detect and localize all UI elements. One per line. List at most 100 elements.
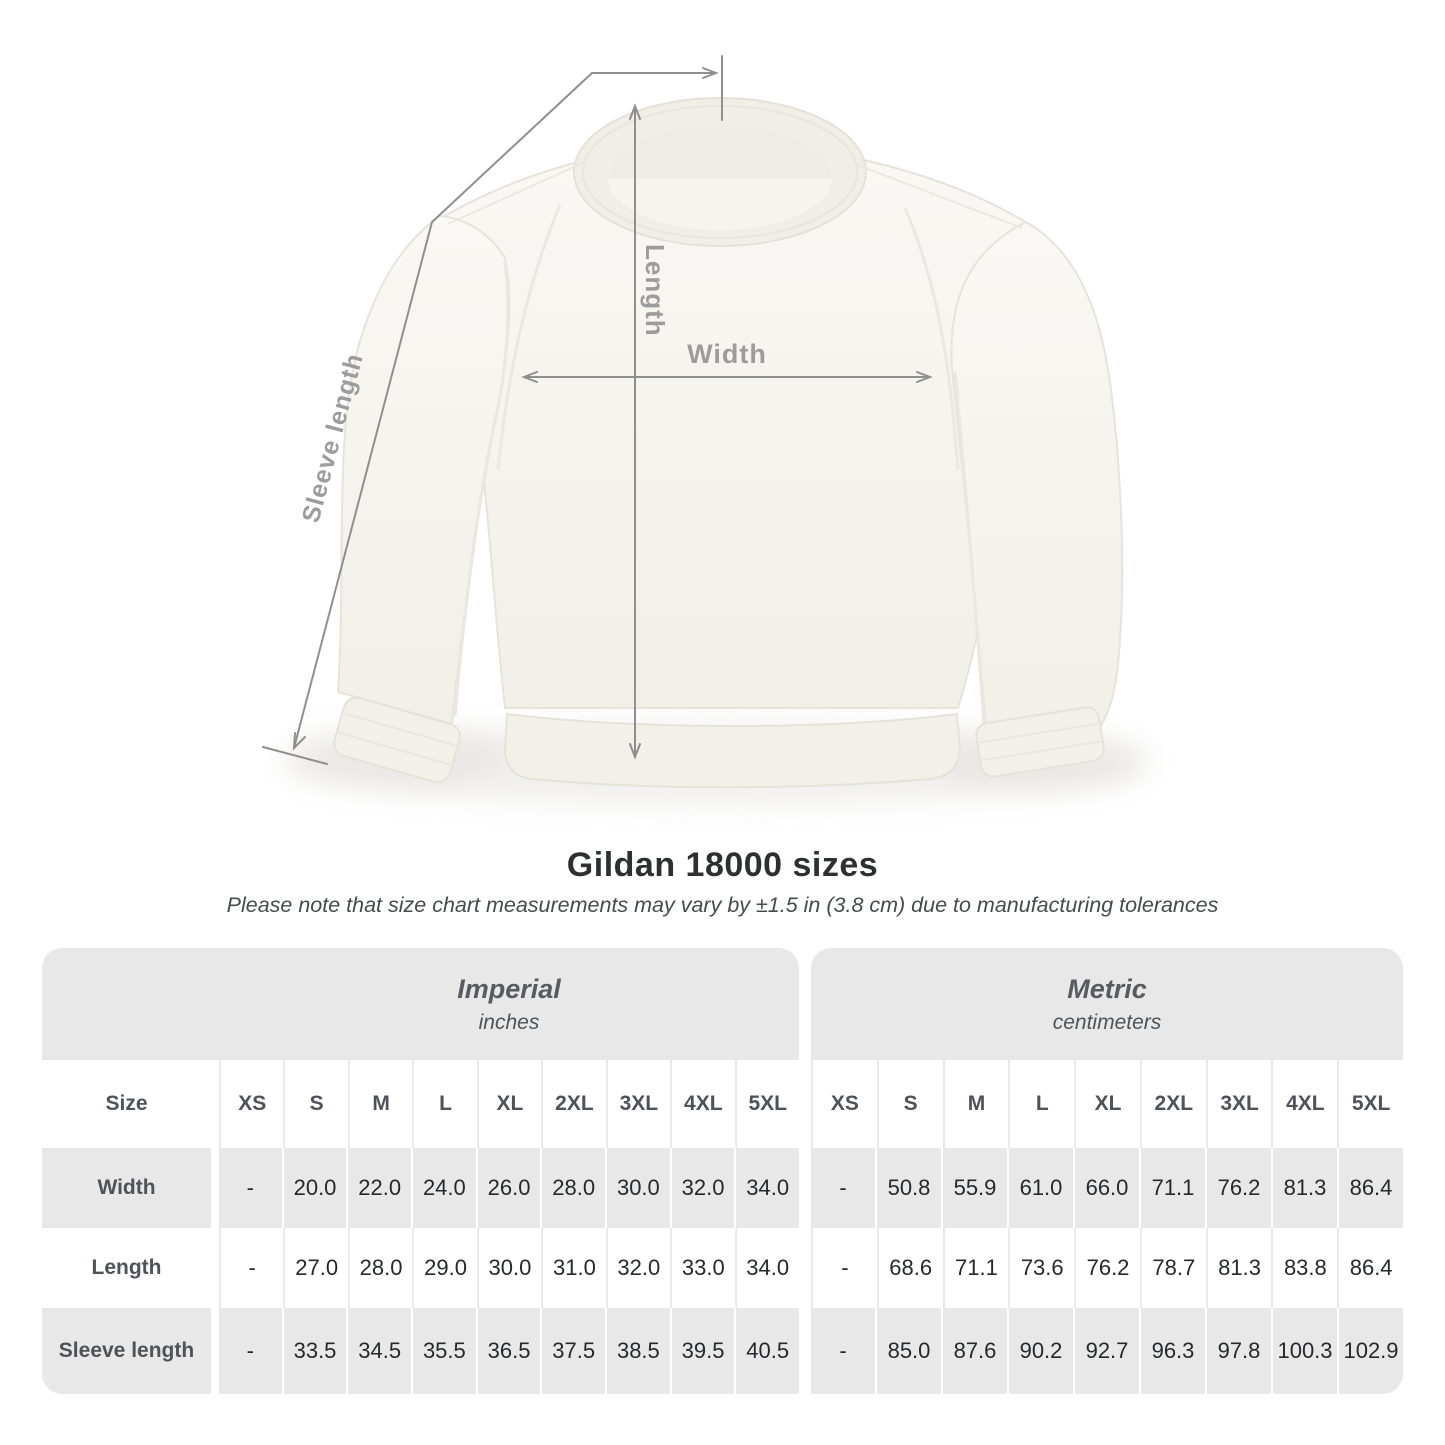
table-cell: 87.6	[941, 1308, 1007, 1394]
sweatshirt-measurement-diagram: Length Width Sleeve length	[262, 55, 1150, 805]
size-header: S	[876, 1060, 943, 1148]
arrow-left-icon	[521, 371, 538, 383]
sweatshirt-left-cuff	[333, 696, 461, 784]
table-cell: 30.0	[605, 1148, 670, 1228]
table-cell: 86.4	[1337, 1148, 1403, 1228]
table-cell: 81.3	[1205, 1228, 1272, 1308]
table-cell: -	[811, 1148, 875, 1228]
table-cell: 26.0	[475, 1148, 541, 1228]
top-reference-marks	[591, 55, 723, 121]
width-measure-line	[521, 371, 933, 383]
imperial-group-header: Imperial inches	[42, 948, 799, 1060]
table-cell: 73.6	[1008, 1228, 1074, 1308]
table-cell: 27.0	[283, 1228, 347, 1308]
table-cell: 32.0	[605, 1228, 670, 1308]
measurement-annotations	[262, 55, 933, 765]
table-cell: 83.8	[1271, 1228, 1337, 1308]
size-header: 4XL	[670, 1060, 734, 1148]
table-cell: 76.2	[1205, 1148, 1271, 1228]
table-cell: 71.1	[942, 1228, 1009, 1308]
table-cell: 38.5	[605, 1308, 670, 1394]
length-measure-line	[629, 103, 641, 760]
table-cell: 24.0	[411, 1148, 476, 1228]
table-cell: 40.5	[734, 1308, 800, 1394]
table-cell: 68.6	[876, 1228, 943, 1308]
table-cell: 33.5	[281, 1308, 347, 1394]
size-header: 5XL	[1337, 1060, 1403, 1148]
row-label: Length	[91, 1256, 162, 1279]
table-cell: 28.0	[540, 1148, 606, 1228]
imperial-title: Imperial	[457, 973, 561, 1004]
table-cell: 96.3	[1139, 1308, 1205, 1394]
table-cell: 78.7	[1139, 1228, 1206, 1308]
metric-title: Metric	[1067, 973, 1147, 1004]
sweatshirt-collar	[573, 97, 867, 247]
size-header: S	[283, 1060, 347, 1148]
table-cell: 86.4	[1337, 1228, 1403, 1308]
table-cell: 50.8	[875, 1148, 941, 1228]
size-header: 2XL	[1139, 1060, 1206, 1148]
arrow-right-icon	[916, 371, 933, 383]
arrow-up-icon	[629, 103, 641, 120]
arrow-right-icon	[702, 67, 719, 79]
table-cell: 92.7	[1073, 1308, 1139, 1394]
table-row-width: Width - 20.0 22.0 24.0 26.0 28.0 30.0 32…	[42, 1148, 1403, 1228]
imperial-unit: inches	[478, 1010, 540, 1034]
size-header: 2XL	[541, 1060, 605, 1148]
table-cell: 76.2	[1074, 1228, 1140, 1308]
sleeve-end-tick	[262, 746, 328, 765]
size-header: XL	[476, 1060, 541, 1148]
table-cell: -	[811, 1308, 875, 1394]
table-cell: 31.0	[541, 1228, 605, 1308]
size-column-header: Size	[105, 1092, 148, 1115]
size-header: XS	[219, 1060, 283, 1148]
table-cell: 85.0	[875, 1308, 941, 1394]
sleeve-measure-line	[262, 72, 593, 765]
table-cell: -	[811, 1228, 877, 1308]
metric-unit: centimeters	[1052, 1010, 1162, 1034]
table-cell: 35.5	[411, 1308, 476, 1394]
length-label: Length	[640, 244, 670, 337]
table-cell: 90.2	[1007, 1308, 1073, 1394]
table-row-sleeve-length: Sleeve length - 33.5 34.5 35.5 36.5 37.5…	[42, 1308, 1403, 1394]
table-cell: 37.5	[540, 1308, 606, 1394]
size-header: XS	[811, 1060, 877, 1148]
table-cell: 100.3	[1271, 1308, 1337, 1394]
size-table: Imperial inches Metric centimeters Size …	[42, 948, 1403, 1394]
table-cell: 22.0	[346, 1148, 412, 1228]
table-cell: 39.5	[669, 1308, 735, 1394]
size-header: 4XL	[1271, 1060, 1337, 1148]
size-header: M	[942, 1060, 1009, 1148]
sweatshirt-right-sleeve	[950, 220, 1124, 746]
table-cell: 36.5	[475, 1308, 541, 1394]
table-cell: 33.0	[670, 1228, 734, 1308]
size-header: L	[412, 1060, 476, 1148]
width-label: Width	[687, 339, 767, 369]
table-cell: 29.0	[412, 1228, 476, 1308]
table-cell: 30.0	[476, 1228, 541, 1308]
size-header: XL	[1074, 1060, 1140, 1148]
table-cell: 32.0	[669, 1148, 735, 1228]
table-cell: 28.0	[347, 1228, 412, 1308]
table-cell: 102.9	[1337, 1308, 1403, 1394]
table-cell: 66.0	[1073, 1148, 1139, 1228]
table-cell: 20.0	[281, 1148, 347, 1228]
sweatshirt-illustration	[333, 97, 1124, 789]
size-header: 5XL	[734, 1060, 799, 1148]
table-cell: 97.8	[1205, 1308, 1271, 1394]
size-header-row: Size XS S M L XL 2XL 3XL 4XL 5XL XS S M …	[42, 1060, 1403, 1148]
metric-group-header: Metric centimeters	[811, 948, 1403, 1060]
sweatshirt-hem-band	[503, 712, 962, 789]
unit-group-row: Imperial inches Metric centimeters	[42, 948, 1403, 1060]
table-cell: -	[219, 1148, 282, 1228]
arrow-down-left-icon	[292, 732, 306, 751]
page-title: Gildan 18000 sizes	[566, 846, 879, 884]
table-cell: -	[219, 1228, 283, 1308]
table-cell: 55.9	[941, 1148, 1007, 1228]
size-header: M	[347, 1060, 412, 1148]
table-cell: -	[219, 1308, 282, 1394]
row-label: Width	[42, 1148, 211, 1228]
tolerance-note: Please note that size chart measurements…	[226, 893, 1219, 917]
table-cell: 34.0	[734, 1148, 800, 1228]
